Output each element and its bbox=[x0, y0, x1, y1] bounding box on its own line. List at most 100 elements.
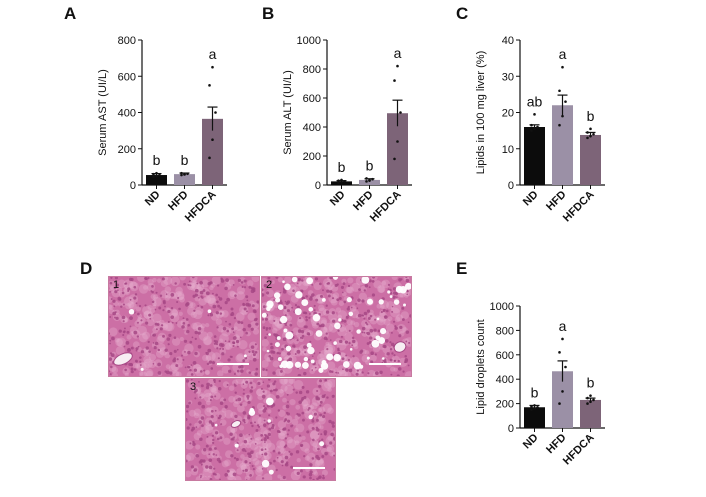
nucleus bbox=[224, 301, 228, 305]
data-point bbox=[530, 129, 533, 132]
cytoplasm bbox=[395, 314, 404, 322]
nucleus bbox=[214, 431, 219, 435]
cytoplasm bbox=[337, 314, 343, 320]
cytoplasm bbox=[116, 337, 127, 347]
nucleus bbox=[237, 397, 242, 402]
micrograph-3: 3 bbox=[185, 378, 336, 481]
nucleus bbox=[322, 289, 324, 292]
cytoplasm bbox=[367, 369, 376, 376]
nucleus bbox=[303, 371, 307, 376]
nucleus bbox=[298, 434, 302, 437]
cytoplasm bbox=[258, 408, 264, 415]
cytoplasm bbox=[283, 277, 292, 284]
data-point bbox=[393, 79, 396, 82]
data-point bbox=[365, 177, 368, 180]
vessel bbox=[113, 352, 133, 366]
nucleus bbox=[322, 476, 325, 480]
data-point bbox=[399, 111, 402, 114]
nucleus bbox=[361, 326, 366, 331]
nucleus bbox=[242, 469, 245, 472]
nucleus bbox=[183, 282, 187, 286]
cytoplasm bbox=[202, 336, 213, 346]
data-point bbox=[561, 390, 564, 393]
cytoplasm bbox=[138, 333, 148, 343]
y-tick-label: 20 bbox=[502, 108, 514, 120]
nucleus bbox=[326, 289, 330, 293]
nucleus bbox=[229, 355, 232, 358]
nucleus bbox=[301, 279, 304, 282]
nucleus bbox=[273, 319, 276, 322]
nucleus bbox=[170, 293, 175, 297]
nucleus bbox=[237, 278, 242, 282]
lipid-vacuole bbox=[366, 356, 370, 360]
nucleus bbox=[213, 342, 217, 345]
nucleus bbox=[331, 311, 335, 315]
nucleus bbox=[233, 372, 236, 376]
cytoplasm bbox=[204, 369, 211, 375]
nucleus bbox=[387, 283, 391, 286]
nucleus bbox=[140, 319, 143, 322]
nucleus bbox=[226, 384, 229, 386]
significance-letter: a bbox=[394, 45, 402, 61]
nucleus bbox=[212, 472, 216, 476]
cytoplasm bbox=[221, 365, 230, 374]
cytoplasm bbox=[378, 286, 385, 293]
cytoplasm bbox=[218, 338, 224, 343]
cytoplasm bbox=[315, 359, 321, 365]
nucleus bbox=[309, 476, 312, 480]
cytoplasm bbox=[293, 379, 304, 390]
nucleus bbox=[223, 398, 227, 402]
nucleus bbox=[355, 303, 357, 305]
y-tick-label: 800 bbox=[496, 325, 514, 337]
nucleus bbox=[300, 444, 303, 448]
nucleus bbox=[371, 280, 375, 283]
nucleus bbox=[311, 426, 315, 430]
nucleus bbox=[200, 475, 202, 477]
nucleus bbox=[386, 352, 390, 356]
nucleus bbox=[245, 479, 248, 480]
cytoplasm bbox=[295, 423, 305, 433]
nucleus bbox=[308, 406, 311, 410]
nucleus bbox=[136, 335, 140, 338]
nucleus bbox=[295, 450, 300, 454]
nucleus bbox=[369, 336, 373, 340]
nucleus bbox=[233, 457, 237, 460]
nucleus bbox=[311, 369, 314, 371]
nucleus bbox=[245, 295, 249, 299]
nucleus bbox=[329, 370, 332, 373]
nucleus bbox=[194, 337, 197, 340]
nucleus bbox=[363, 289, 366, 292]
cytoplasm bbox=[279, 440, 286, 447]
y-tick-label: 400 bbox=[303, 122, 321, 134]
nucleus bbox=[243, 286, 247, 289]
nucleus bbox=[170, 315, 175, 320]
nucleus bbox=[320, 433, 323, 436]
nucleus bbox=[284, 419, 287, 422]
nucleus bbox=[391, 305, 394, 308]
lipid-vacuole bbox=[404, 282, 411, 290]
cytoplasm bbox=[344, 371, 352, 376]
nucleus bbox=[110, 277, 113, 279]
nucleus bbox=[250, 386, 254, 389]
cytoplasm bbox=[115, 338, 123, 347]
nucleus bbox=[244, 356, 248, 360]
nucleus bbox=[206, 435, 209, 438]
nucleus bbox=[322, 444, 327, 449]
cytoplasm bbox=[179, 296, 185, 303]
nucleus bbox=[249, 461, 252, 464]
nucleus bbox=[316, 428, 320, 432]
significance-letter: b bbox=[153, 152, 161, 168]
nucleus bbox=[396, 374, 400, 376]
nucleus bbox=[232, 472, 237, 477]
nucleus bbox=[286, 412, 290, 416]
cytoplasm bbox=[109, 285, 115, 291]
lipid-vacuole bbox=[283, 328, 288, 333]
cytoplasm bbox=[347, 277, 354, 284]
nucleus bbox=[296, 413, 299, 416]
nucleus bbox=[356, 369, 359, 372]
nucleus bbox=[377, 329, 381, 333]
nucleus bbox=[167, 309, 171, 314]
cytoplasm bbox=[316, 297, 324, 305]
nucleus bbox=[155, 328, 158, 331]
nucleus bbox=[147, 277, 150, 279]
